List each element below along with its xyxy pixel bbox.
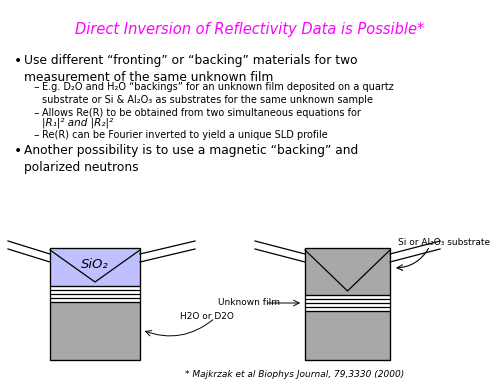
Text: Another possibility is to use a magnetic “backing” and
polarized neutrons: Another possibility is to use a magnetic… [24,144,358,174]
Text: –: – [33,130,38,140]
Bar [305,248,390,295]
Bar [50,248,140,360]
Text: Si or Al₂O₃ substrate: Si or Al₂O₃ substrate [398,238,490,247]
Bar [305,311,390,360]
Text: Use different “fronting” or “backing” materials for two
measurement of the same : Use different “fronting” or “backing” ma… [24,54,357,84]
Bar [305,248,390,360]
Text: H2O or D2O: H2O or D2O [180,312,234,321]
Text: Unknown film: Unknown film [218,298,280,307]
Text: •: • [14,144,22,158]
Text: •: • [14,54,22,68]
Text: E.g. D₂O and H₂O “backings” for an unknown film deposited on a quartz
substrate : E.g. D₂O and H₂O “backings” for an unkno… [42,82,394,105]
Bar [50,302,140,360]
Text: Allows Re(R) to be obtained from two simultaneous equations for: Allows Re(R) to be obtained from two sim… [42,108,361,118]
Text: Direct Inversion of Reflectivity Data is Possible*: Direct Inversion of Reflectivity Data is… [76,22,424,37]
Text: SiO₂: SiO₂ [81,257,109,271]
Bar [50,248,140,286]
Text: –: – [33,82,38,92]
Text: * Majkrzak et al Biophys Journal, 79,3330 (2000): * Majkrzak et al Biophys Journal, 79,333… [186,370,404,379]
Text: |R₁|² and |R₂|²: |R₁|² and |R₂|² [42,118,113,129]
Text: Re(R) can be Fourier inverted to yield a unique SLD profile: Re(R) can be Fourier inverted to yield a… [42,130,328,140]
Text: –: – [33,108,38,118]
